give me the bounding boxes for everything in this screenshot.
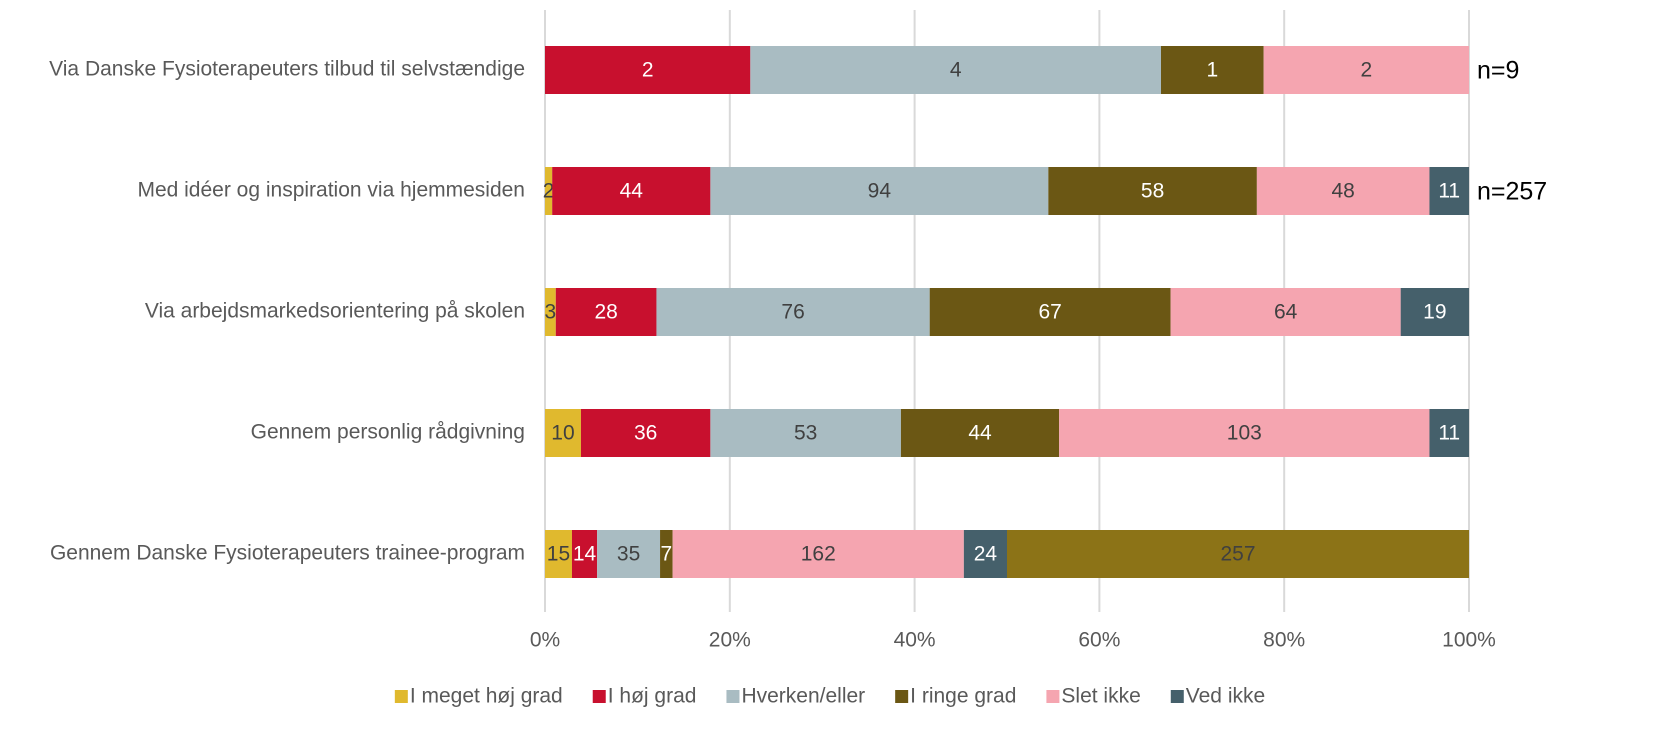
n-label: n=9 — [1477, 57, 1519, 85]
data-label: 94 — [868, 180, 892, 203]
data-label: 2 — [543, 180, 555, 203]
bar-segment — [580, 409, 711, 457]
x-tick-label: 100% — [1442, 629, 1496, 652]
bar-segment — [710, 409, 901, 457]
legend-swatch — [1170, 690, 1184, 703]
category-label: Gennem Danske Fysioterapeuters trainee-p… — [50, 542, 525, 565]
bar-segment — [1263, 46, 1469, 94]
x-tick-label: 0% — [530, 629, 560, 652]
category-label: Gennem personlig rådgivning — [251, 421, 525, 444]
bar-segment — [1429, 409, 1469, 457]
legend-swatch — [394, 690, 408, 703]
legend-label: Ved ikke — [1186, 685, 1265, 708]
bar-segment — [552, 167, 711, 215]
category-label: Via arbejdsmarkedsorientering på skolen — [145, 300, 525, 323]
bar-segment — [1256, 167, 1430, 215]
bar-segment — [1048, 167, 1257, 215]
data-label: 67 — [1038, 301, 1061, 324]
legend-swatch — [1046, 690, 1060, 703]
bar-segment — [672, 530, 964, 578]
bar-segment — [963, 530, 1007, 578]
legend-swatch — [895, 690, 909, 703]
data-label: 7 — [660, 543, 672, 566]
data-label: 3 — [545, 301, 557, 324]
legend-label: I høj grad — [608, 685, 697, 708]
data-label: 10 — [551, 422, 574, 445]
bar-segment — [660, 530, 673, 578]
data-label: 14 — [573, 543, 597, 566]
data-label: 11 — [1438, 180, 1460, 203]
data-label: 35 — [617, 543, 640, 566]
n-label: n=257 — [1477, 178, 1547, 206]
bar-segment — [545, 409, 581, 457]
x-tick-label: 20% — [709, 629, 751, 652]
bar-segment — [900, 409, 1060, 457]
bar-segment — [750, 46, 1161, 94]
bar-segment — [1161, 46, 1264, 94]
legend-swatch — [726, 690, 740, 703]
data-label: 44 — [968, 422, 992, 445]
bar-segment — [710, 167, 1049, 215]
legend-label: I ringe grad — [910, 685, 1016, 708]
bar-segment — [555, 288, 657, 336]
x-tick-label: 40% — [894, 629, 936, 652]
data-label: 64 — [1274, 301, 1298, 324]
data-label: 162 — [801, 543, 836, 566]
data-label: 2 — [1360, 59, 1372, 82]
legend-swatch — [592, 690, 606, 703]
category-label: Med idéer og inspiration via hjemmesiden — [137, 179, 525, 202]
legend-label: Hverken/eller — [741, 685, 865, 708]
data-label: 28 — [594, 301, 617, 324]
bar-segment — [545, 167, 553, 215]
bar-segment — [545, 46, 751, 94]
bar-segment — [1170, 288, 1401, 336]
bar-segment — [1059, 409, 1430, 457]
data-label: 4 — [950, 59, 962, 82]
x-tick-label: 60% — [1078, 629, 1120, 652]
data-label: 24 — [974, 543, 998, 566]
data-label: 257 — [1220, 543, 1255, 566]
bar-segment — [545, 288, 556, 336]
data-label: 103 — [1227, 422, 1262, 445]
bar-segment — [929, 288, 1171, 336]
data-label: 11 — [1438, 422, 1460, 445]
data-label: 76 — [781, 301, 804, 324]
bar-segment — [597, 530, 661, 578]
data-label: 58 — [1141, 180, 1164, 203]
category-label: Via Danske Fysioterapeuters tilbud til s… — [49, 58, 525, 81]
data-label: 48 — [1331, 180, 1354, 203]
bar-segment — [656, 288, 930, 336]
data-label: 36 — [634, 422, 657, 445]
bar-segment — [1429, 167, 1469, 215]
data-label: 2 — [642, 59, 654, 82]
legend-label: I meget høj grad — [410, 685, 563, 708]
x-tick-label: 80% — [1263, 629, 1305, 652]
bar-segment — [1007, 530, 1469, 578]
bar-segment — [571, 530, 598, 578]
data-label: 1 — [1206, 59, 1218, 82]
data-label: 44 — [620, 180, 644, 203]
data-label: 15 — [547, 543, 570, 566]
data-label: 53 — [794, 422, 817, 445]
bar-segment — [545, 530, 572, 578]
data-label: 19 — [1423, 301, 1446, 324]
bar-segment — [1400, 288, 1469, 336]
legend-label: Slet ikke — [1061, 685, 1140, 708]
